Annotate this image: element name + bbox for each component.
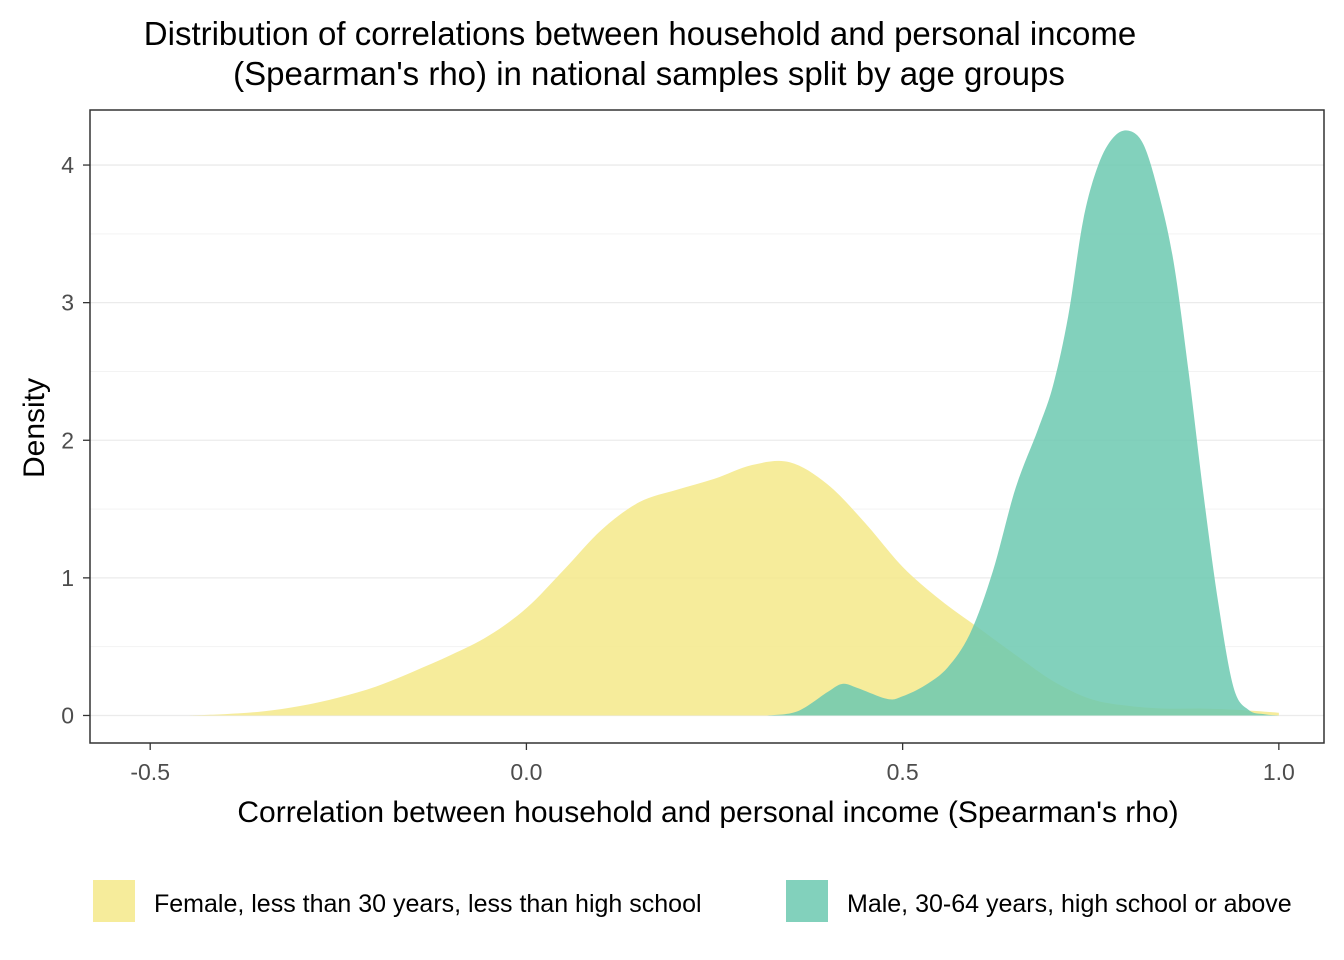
y-tick-label-1: 1 <box>61 565 74 591</box>
legend-label-1: Male, 30-64 years, high school or above <box>847 890 1292 918</box>
y-tick-label-0: 0 <box>61 702 74 728</box>
y-axis-title: Density <box>18 378 51 478</box>
y-tick-label-3: 3 <box>61 290 74 316</box>
chart-title-line-2: (Spearman's rho) in national samples spl… <box>233 55 1065 92</box>
x-tick-label-1: 0.0 <box>510 759 542 785</box>
x-tick-label-3: 1.0 <box>1263 759 1295 785</box>
density-area-series-1 <box>767 130 1279 716</box>
chart-title-line-1: Distribution of correlations between hou… <box>144 15 1136 52</box>
y-tick-label-2: 2 <box>61 427 74 453</box>
legend: Female, less than 30 years, less than hi… <box>93 880 1292 922</box>
density-areas <box>187 130 1279 716</box>
y-tick-label-4: 4 <box>61 152 74 178</box>
legend-label-0: Female, less than 30 years, less than hi… <box>154 890 702 918</box>
legend-swatch-0 <box>93 880 135 922</box>
axis-ticks: -0.5 0.0 0.5 1.0 0 1 2 3 4 <box>61 152 1295 785</box>
x-axis-title: Correlation between household and person… <box>237 796 1178 829</box>
x-tick-label-0: -0.5 <box>130 759 170 785</box>
x-tick-label-2: 0.5 <box>887 759 919 785</box>
plot-panel-border <box>89 109 1325 744</box>
legend-swatch-1 <box>786 880 828 922</box>
